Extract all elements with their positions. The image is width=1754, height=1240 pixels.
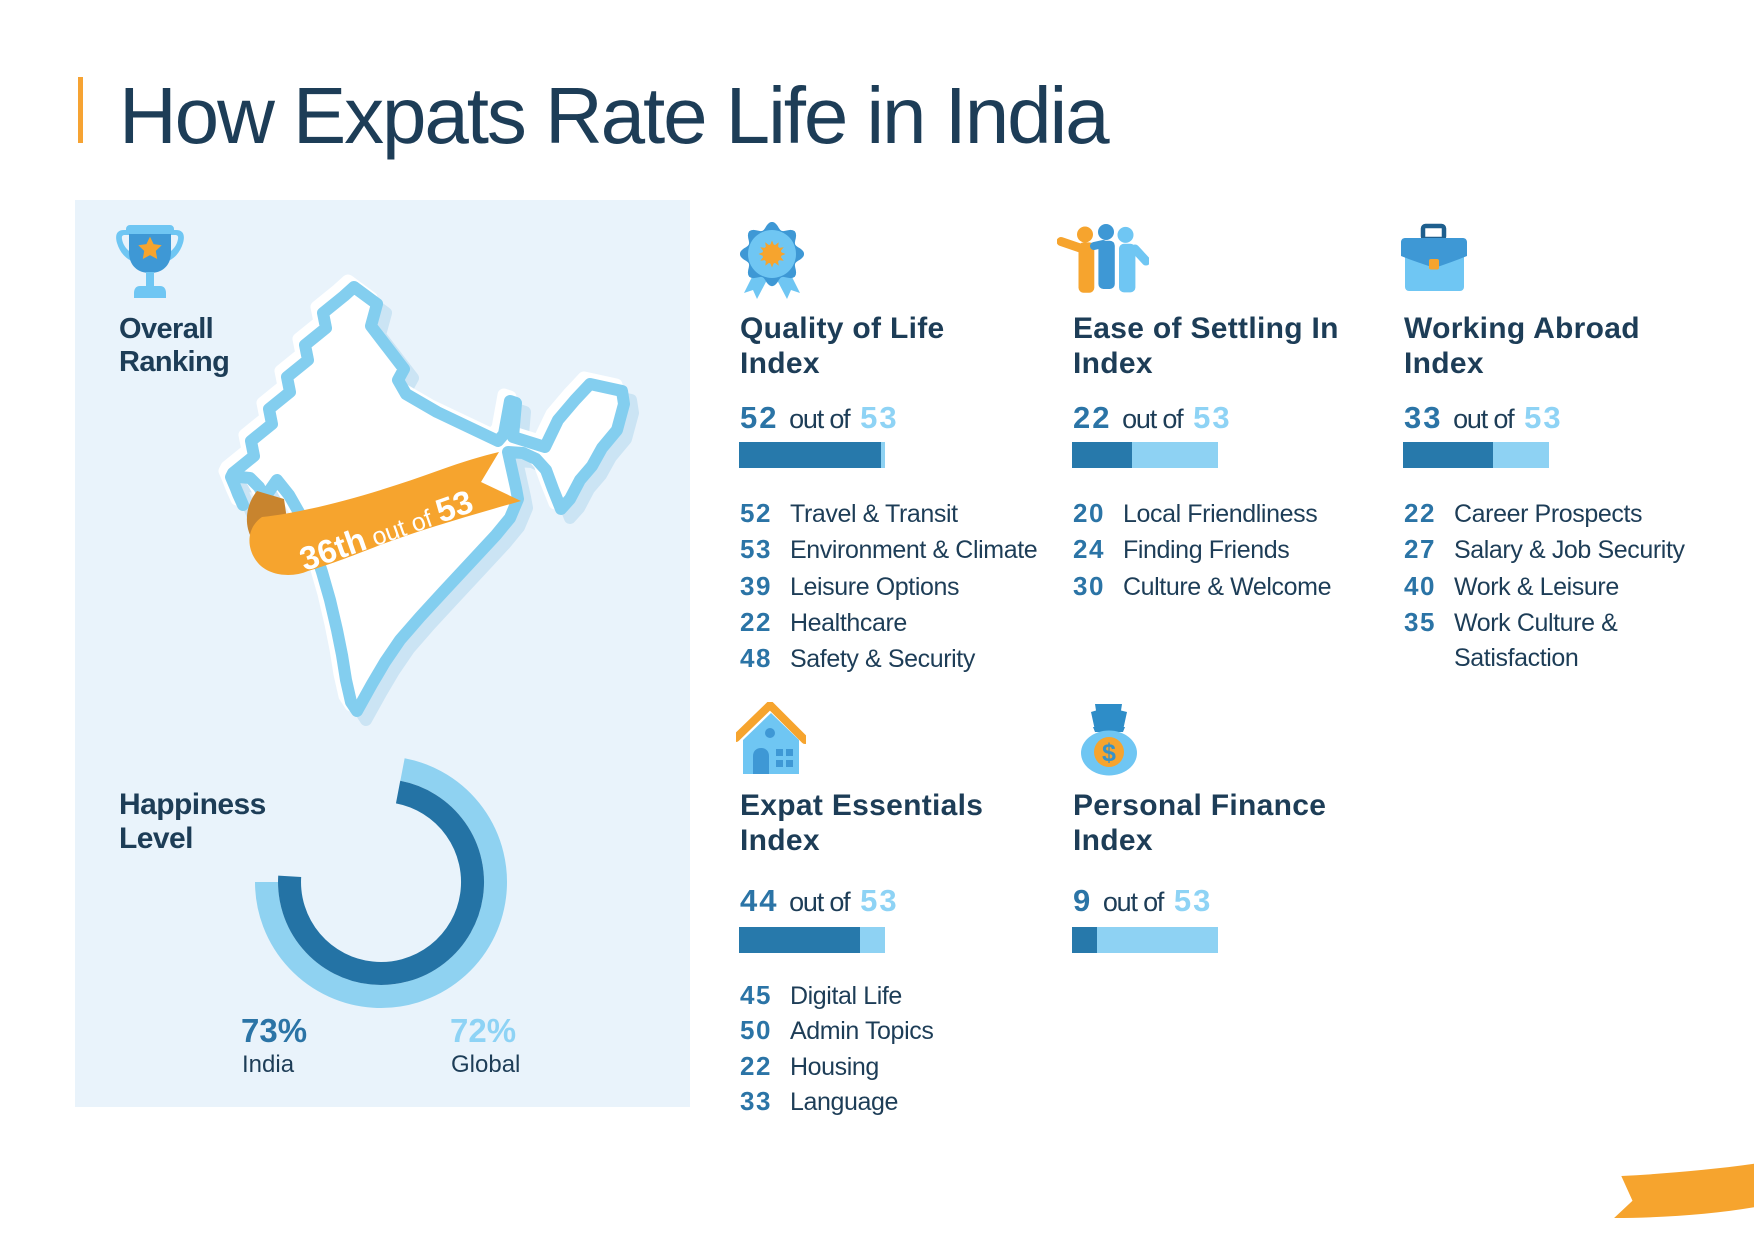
svg-text:$: $ xyxy=(1102,739,1116,767)
